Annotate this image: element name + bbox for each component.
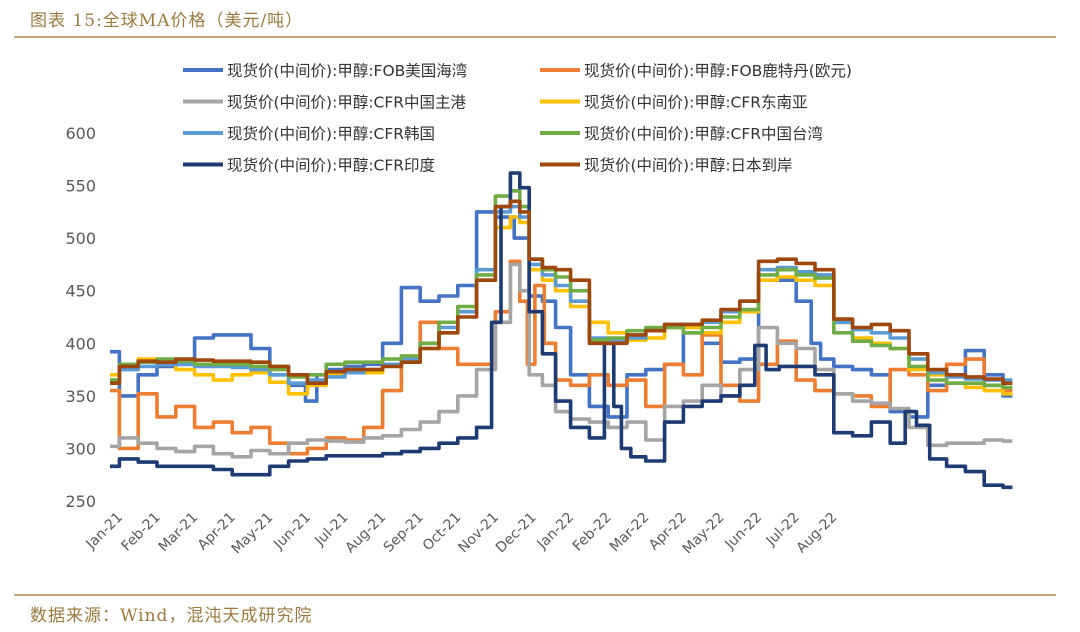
legend-label-1: 现货价(中间价):甲醇:FOB美国海湾	[227, 62, 467, 80]
series-line-1	[110, 210, 1013, 419]
x-tick-label: Feb-22	[570, 510, 615, 555]
top-divider	[14, 36, 1056, 38]
x-tick-label: Mar-21	[156, 510, 202, 556]
x-tick-label: May-22	[680, 510, 728, 558]
series-line-8	[110, 199, 1013, 385]
bottom-divider	[14, 594, 1056, 596]
line-chart: 250300350400450500550600Jan-21Feb-21Mar-…	[65, 62, 1013, 558]
x-tick-label: Aug-22	[794, 510, 841, 557]
legend-label-7: 现货价(中间价):甲醇:CFR印度	[227, 157, 435, 175]
legend-label-6: 现货价(中间价):甲醇:CFR中国台湾	[584, 125, 823, 143]
x-tick-label: Jun-22	[722, 510, 766, 554]
x-tick-label: Jan-21	[83, 510, 126, 553]
x-tick-label: Jun-21	[270, 510, 314, 554]
x-tick-label: May-21	[229, 510, 277, 558]
series-line-5	[110, 204, 1013, 385]
y-tick-label: 550	[65, 177, 96, 196]
x-tick-label: Mar-22	[607, 510, 653, 556]
x-tick-label: Jan-22	[534, 510, 577, 553]
x-tick-label: Sep-21	[381, 510, 427, 556]
figure-title: 图表 15:全球MA价格（美元/吨）	[30, 11, 304, 31]
y-tick-label: 300	[65, 439, 96, 458]
x-tick-label: Aug-21	[342, 510, 389, 557]
x-tick-label: Dec-21	[493, 510, 540, 557]
legend-label-2: 现货价(中间价):甲醇:FOB鹿特丹(欧元)	[584, 62, 852, 80]
y-tick-label: 350	[65, 387, 96, 406]
y-tick-label: 450	[65, 282, 96, 301]
y-tick-label: 500	[65, 229, 96, 248]
figure-source: 数据来源：Wind，混沌天成研究院	[30, 606, 313, 626]
y-tick-label: 600	[65, 124, 96, 143]
x-tick-label: Nov-21	[455, 510, 502, 557]
series-line-6	[110, 189, 1013, 390]
legend-label-4: 现货价(中间价):甲醇:CFR东南亚	[584, 94, 808, 112]
legend-label-5: 现货价(中间价):甲醇:CFR韩国	[227, 125, 435, 143]
legend-label-3: 现货价(中间价):甲醇:CFR中国主港	[227, 94, 467, 112]
y-tick-label: 400	[65, 334, 96, 353]
x-tick-label: Feb-21	[119, 510, 164, 555]
y-tick-label: 250	[65, 492, 96, 511]
legend-label-8: 现货价(中间价):甲醇:日本到岸	[584, 157, 793, 175]
series-line-7	[110, 171, 1013, 490]
series-line-3	[110, 262, 1013, 459]
